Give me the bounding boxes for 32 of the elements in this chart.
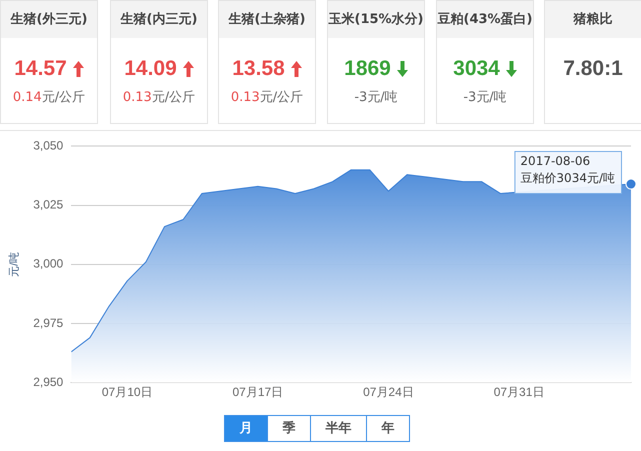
text: 生猪(内三元) — [111, 1, 207, 38]
x-tick-label: 07月24日 — [363, 385, 414, 400]
text: 1869 — [344, 56, 391, 82]
text: -3元/吨 — [354, 90, 398, 105]
text: 13.58 — [232, 56, 285, 82]
text: 豆粕(43%蛋白) — [437, 1, 533, 38]
x-tick-label: 07月17日 — [232, 385, 284, 400]
x-tick-label: 07月10日 — [102, 385, 153, 400]
y-tick-label: 2,975 — [33, 316, 64, 330]
text: 14.57 — [14, 56, 67, 82]
text: 0.13元/公斤 — [230, 90, 304, 105]
text: 玉米(15%水分) — [328, 1, 424, 38]
text: 季 — [267, 416, 310, 441]
y-tick-label: 2,950 — [33, 374, 64, 389]
text: 7.80:1 — [563, 56, 623, 82]
text: 猪粮比 — [545, 1, 641, 38]
text: -3元/吨 — [463, 90, 507, 105]
y-tick-label: 3,050 — [33, 138, 64, 153]
text: 生猪(土杂猪) — [219, 1, 315, 38]
y-axis-title: 元/吨 — [8, 252, 21, 277]
text: 0.13元/公斤 — [122, 90, 196, 105]
x-tick-label: 07月31日 — [494, 385, 544, 400]
text: 14.09 — [124, 56, 177, 82]
text: 0.14元/公斤 — [12, 90, 86, 105]
text: 半年 — [310, 416, 366, 441]
annotation: 2017-08-06 豆粕价3034元/吨 — [520, 154, 616, 186]
text: 月 — [225, 416, 267, 441]
y-tick-label: 3,025 — [33, 198, 64, 212]
text: 年 — [366, 416, 409, 441]
text: 生猪(外三元) — [1, 1, 97, 38]
y-tick-label: 3,000 — [33, 256, 64, 271]
text: 3034 — [453, 56, 500, 82]
